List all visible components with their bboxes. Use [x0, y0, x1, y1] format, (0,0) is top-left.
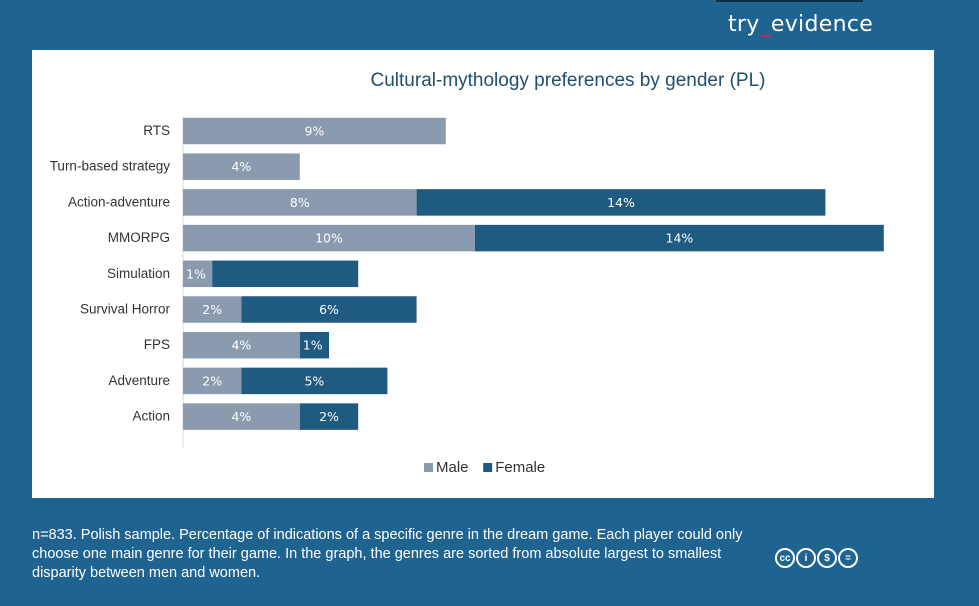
data-label: 9% — [304, 124, 324, 139]
data-label: 1% — [186, 266, 206, 281]
bar-male — [183, 189, 417, 216]
bar-female — [299, 331, 329, 359]
bar-female — [475, 224, 884, 252]
legend-swatch-female — [483, 463, 493, 472]
data-label: 4% — [231, 159, 251, 174]
data-label: 5% — [304, 373, 324, 388]
category-label: Adventure — [108, 373, 170, 388]
nc-icon: $ — [817, 548, 837, 568]
legend-swatch-male — [424, 463, 433, 472]
data-label: 2% — [319, 409, 339, 424]
nd-icon: = — [838, 548, 858, 568]
cc-icon: cc — [775, 548, 795, 568]
category-label: MMORPG — [108, 230, 170, 245]
license-badges: cc i $ = — [775, 548, 858, 568]
bar-male — [183, 224, 475, 252]
category-label: Action-adventure — [68, 194, 170, 209]
legend-label-male: Male — [436, 459, 469, 476]
bar-female — [212, 260, 359, 288]
data-label: 14% — [666, 231, 694, 246]
category-label: RTS — [143, 123, 170, 138]
footnote: n=833. Polish sample. Percentage of indi… — [32, 527, 743, 581]
legend-label-female: Female — [495, 459, 545, 476]
bar-male — [183, 403, 300, 430]
category-label: Turn-based strategy — [50, 159, 171, 174]
bar-male — [183, 117, 446, 145]
category-label: Action — [132, 409, 170, 424]
bar-male — [183, 367, 242, 395]
bar-female — [416, 189, 826, 216]
category-label: FPS — [144, 337, 170, 352]
by-icon: i — [796, 548, 816, 568]
data-label: 2% — [202, 302, 222, 317]
data-label: 6% — [319, 302, 339, 317]
bar-female — [241, 367, 388, 395]
bar-male — [183, 260, 213, 288]
data-label: 4% — [231, 338, 251, 353]
data-label: 8% — [290, 195, 310, 210]
chart-panel: Cultural-mythology preferences by gender… — [32, 50, 934, 498]
category-label: Survival Horror — [80, 302, 171, 317]
bar-male — [183, 296, 242, 323]
category-label: Simulation — [107, 266, 170, 281]
data-label: 1% — [303, 338, 323, 353]
bar-female — [299, 403, 359, 430]
bar-female — [241, 296, 417, 323]
brand-underline — [716, 0, 863, 2]
bar-male — [183, 153, 300, 180]
brand-logo: try_evidence — [728, 12, 874, 37]
bar-chart: RTS 9% Turn-based strategy 4% Action-adventu… — [50, 117, 884, 476]
bar-male — [183, 331, 300, 359]
chart-title: Cultural-mythology preferences by gender… — [370, 70, 766, 91]
data-label: 14% — [607, 195, 635, 210]
data-label: 10% — [315, 231, 343, 246]
data-label: 4% — [231, 409, 251, 424]
data-label: 2% — [202, 373, 222, 388]
